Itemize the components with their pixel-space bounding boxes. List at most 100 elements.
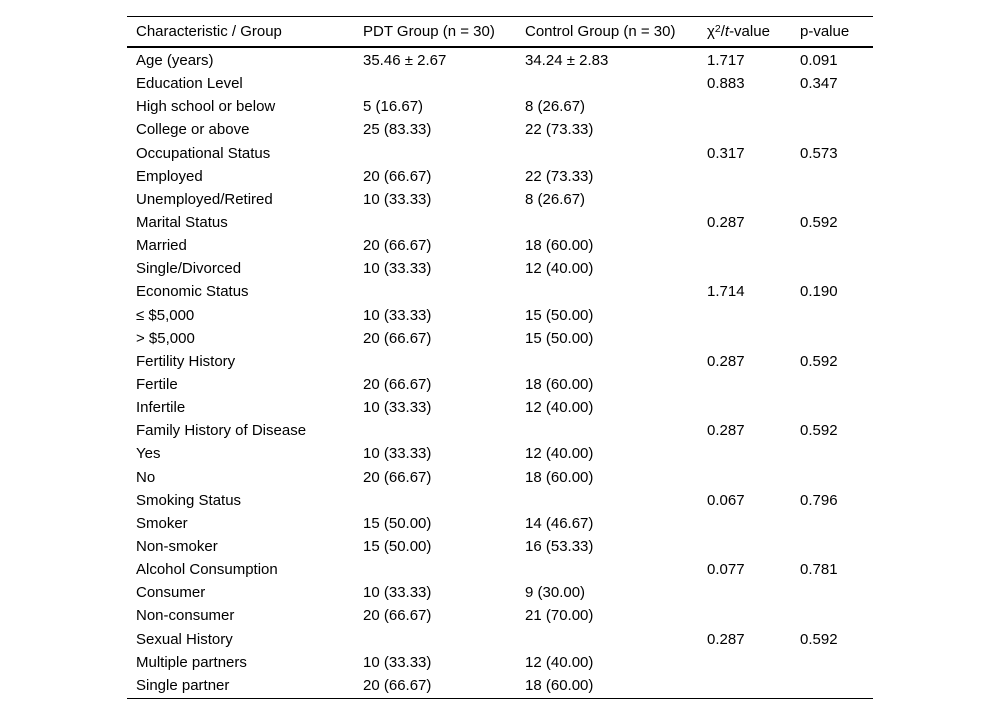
cell-characteristic: Single partner — [136, 676, 230, 694]
cell-chi-t-value: 0.077 — [707, 561, 745, 579]
cell-characteristic: Economic Status — [136, 283, 249, 301]
table-row: Smoker 15 (50.00) 14 (46.67) — [127, 512, 873, 535]
chi-symbol: χ — [707, 23, 715, 40]
table-row: ≤ $5,000 10 (33.33) 15 (50.00) — [127, 304, 873, 327]
table-row: Employed 20 (66.67) 22 (73.33) — [127, 165, 873, 188]
table-header-row: Characteristic / Group PDT Group (n = 30… — [127, 17, 873, 48]
cell-p-value: 0.347 — [800, 75, 838, 93]
cell-control-value: 18 (60.00) — [525, 676, 594, 694]
table-row: Sexual History 0.287 0.592 — [127, 628, 873, 651]
table-row: Fertile 20 (66.67) 18 (60.00) — [127, 373, 873, 396]
cell-control-value: 12 (40.00) — [525, 653, 594, 671]
cell-pdt-value: 10 (33.33) — [363, 190, 432, 208]
characteristics-table: Characteristic / Group PDT Group (n = 30… — [127, 16, 873, 699]
header-cell-control-group: Control Group (n = 30) — [525, 23, 676, 40]
cell-characteristic: No — [136, 468, 156, 486]
header-cell-characteristic: Characteristic / Group — [136, 23, 282, 40]
table-row: College or above 25 (83.33) 22 (73.33) — [127, 118, 873, 141]
cell-control-value: 18 (60.00) — [525, 468, 594, 486]
chi-superscript: 2 — [714, 23, 721, 35]
cell-pdt-value: 20 (66.67) — [363, 237, 432, 255]
t-symbol: t — [724, 23, 730, 40]
table-row: Non-consumer 20 (66.67) 21 (70.00) — [127, 604, 873, 627]
cell-pdt-value: 35.46 ± 2.67 — [363, 52, 447, 70]
cell-control-value: 14 (46.67) — [525, 514, 594, 532]
cell-control-value: 15 (50.00) — [525, 306, 594, 324]
table-row: Married 20 (66.67) 18 (60.00) — [127, 234, 873, 257]
cell-pdt-value: 25 (83.33) — [363, 121, 432, 139]
cell-characteristic: Marital Status — [136, 214, 228, 232]
cell-pdt-value: 20 (66.67) — [363, 329, 432, 347]
cell-p-value: 0.091 — [800, 52, 838, 70]
cell-control-value: 18 (60.00) — [525, 376, 594, 394]
cell-pdt-value: 10 (33.33) — [363, 445, 432, 463]
table-row: Non-smoker 15 (50.00) 16 (53.33) — [127, 535, 873, 558]
cell-control-value: 8 (26.67) — [525, 98, 586, 116]
cell-characteristic: Occupational Status — [136, 144, 271, 162]
cell-p-value: 0.190 — [800, 283, 838, 301]
cell-control-value: 18 (60.00) — [525, 237, 594, 255]
cell-p-value: 0.781 — [800, 561, 838, 579]
cell-characteristic: Non-smoker — [136, 538, 218, 556]
cell-control-value: 12 (40.00) — [525, 445, 594, 463]
cell-chi-t-value: 0.287 — [707, 352, 745, 370]
cell-characteristic: High school or below — [136, 98, 276, 116]
cell-characteristic: Fertility History — [136, 352, 236, 370]
cell-chi-t-value: 1.714 — [707, 283, 745, 301]
cell-characteristic: Single/Divorced — [136, 260, 242, 278]
cell-characteristic: Multiple partners — [136, 653, 247, 671]
table-row: Alcohol Consumption 0.077 0.781 — [127, 558, 873, 581]
table-row: Multiple partners 10 (33.33) 12 (40.00) — [127, 651, 873, 674]
cell-characteristic: Smoking Status — [136, 491, 242, 509]
cell-control-value: 12 (40.00) — [525, 399, 594, 417]
cell-pdt-value: 15 (50.00) — [363, 514, 432, 532]
table-row: Marital Status 0.287 0.592 — [127, 211, 873, 234]
table-row: > $5,000 20 (66.67) 15 (50.00) — [127, 327, 873, 350]
table-row: Consumer 10 (33.33) 9 (30.00) — [127, 581, 873, 604]
cell-pdt-value: 20 (66.67) — [363, 167, 432, 185]
table-row: Single/Divorced 10 (33.33) 12 (40.00) — [127, 257, 873, 280]
header-cell-p-value: p-value — [800, 23, 850, 40]
chi-t-separator: / — [720, 23, 725, 40]
cell-pdt-value: 10 (33.33) — [363, 306, 432, 324]
chi-t-suffix: -value — [729, 23, 770, 40]
cell-control-value: 21 (70.00) — [525, 607, 594, 625]
cell-chi-t-value: 0.287 — [707, 422, 745, 440]
table-row: Family History of Disease 0.287 0.592 — [127, 419, 873, 442]
cell-chi-t-value: 0.067 — [707, 491, 745, 509]
cell-control-value: 16 (53.33) — [525, 538, 594, 556]
cell-p-value: 0.573 — [800, 144, 838, 162]
cell-p-value: 0.592 — [800, 630, 838, 648]
cell-characteristic: Unemployed/Retired — [136, 190, 273, 208]
cell-characteristic: Education Level — [136, 75, 243, 93]
table-row: Single partner 20 (66.67) 18 (60.00) — [127, 674, 873, 697]
cell-control-value: 12 (40.00) — [525, 260, 594, 278]
cell-pdt-value: 10 (33.33) — [363, 399, 432, 417]
cell-control-value: 15 (50.00) — [525, 329, 594, 347]
cell-control-value: 22 (73.33) — [525, 121, 594, 139]
cell-characteristic: ≤ $5,000 — [136, 306, 195, 324]
cell-pdt-value: 20 (66.67) — [363, 376, 432, 394]
cell-characteristic: Sexual History — [136, 630, 233, 648]
cell-pdt-value: 10 (33.33) — [363, 584, 432, 602]
cell-control-value: 9 (30.00) — [525, 584, 586, 602]
cell-control-value: 34.24 ± 2.83 — [525, 52, 609, 70]
table-row: No 20 (66.67) 18 (60.00) — [127, 466, 873, 489]
cell-characteristic: Family History of Disease — [136, 422, 307, 440]
cell-chi-t-value: 0.287 — [707, 630, 745, 648]
cell-p-value: 0.796 — [800, 491, 838, 509]
cell-pdt-value: 5 (16.67) — [363, 98, 424, 116]
cell-pdt-value: 20 (66.67) — [363, 676, 432, 694]
table-row: Economic Status 1.714 0.190 — [127, 280, 873, 303]
cell-characteristic: Consumer — [136, 584, 206, 602]
table-row: Infertile 10 (33.33) 12 (40.00) — [127, 396, 873, 419]
cell-characteristic: Alcohol Consumption — [136, 561, 278, 579]
cell-p-value: 0.592 — [800, 352, 838, 370]
cell-characteristic: Married — [136, 237, 187, 255]
cell-characteristic: Age (years) — [136, 52, 214, 70]
cell-characteristic: Infertile — [136, 399, 186, 417]
table-row: Unemployed/Retired 10 (33.33) 8 (26.67) — [127, 188, 873, 211]
table-body: Age (years) 35.46 ± 2.67 34.24 ± 2.83 1.… — [127, 48, 873, 698]
cell-p-value: 0.592 — [800, 422, 838, 440]
cell-chi-t-value: 0.287 — [707, 214, 745, 232]
